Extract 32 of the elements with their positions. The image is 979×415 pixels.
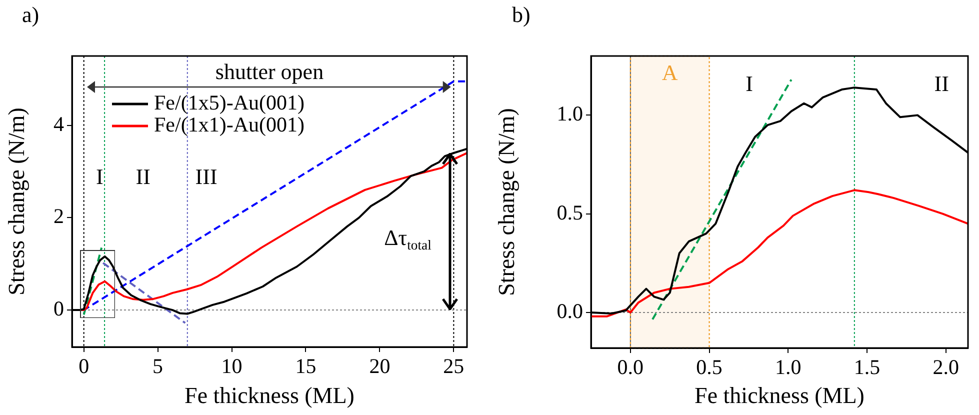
x-tick-label: 1.5 — [854, 355, 880, 380]
x-axis-title: Fe thickness (ML) — [694, 383, 864, 408]
legend-label: Fe/(1x5)-Au(001) — [154, 90, 304, 115]
x-tick-label: 15 — [295, 354, 316, 378]
x-tick-label: 0 — [78, 354, 90, 378]
x-tick-label: 5 — [152, 354, 164, 378]
x-tick-label: 20 — [369, 354, 390, 378]
annotation: shutter open — [215, 59, 324, 84]
y-tick-label: 4 — [54, 112, 64, 136]
chart-title: b) — [512, 2, 530, 27]
annotation: I — [746, 70, 754, 96]
band-label: A — [662, 60, 678, 85]
annotation: II — [934, 70, 949, 96]
x-tick-label: 1.0 — [775, 355, 802, 380]
annotation: III — [195, 164, 218, 189]
y-tick-label: 0.0 — [556, 299, 583, 323]
y-axis-title: Stress change (N/m) — [4, 108, 29, 296]
annotation: II — [136, 164, 150, 189]
x-tick-label: 25 — [443, 354, 464, 378]
legend-label: Fe/(1x1)-Au(001) — [154, 112, 304, 137]
y-axis-title: Stress change (N/m) — [494, 108, 519, 296]
x-tick-label: 0.0 — [617, 355, 644, 380]
x-tick-label: 10 — [221, 354, 242, 378]
x-tick-label: 0.5 — [696, 355, 722, 380]
y-tick-label: 0 — [54, 296, 64, 321]
x-tick-label: 2.0 — [932, 355, 960, 380]
y-tick-label: 2 — [54, 204, 64, 228]
x-axis-title: Fe thickness (ML) — [184, 383, 354, 408]
annotation: I — [96, 164, 104, 189]
y-tick-label: 0.5 — [556, 200, 583, 224]
chart-title: a) — [22, 2, 40, 27]
y-tick-label: 1.0 — [556, 102, 583, 126]
